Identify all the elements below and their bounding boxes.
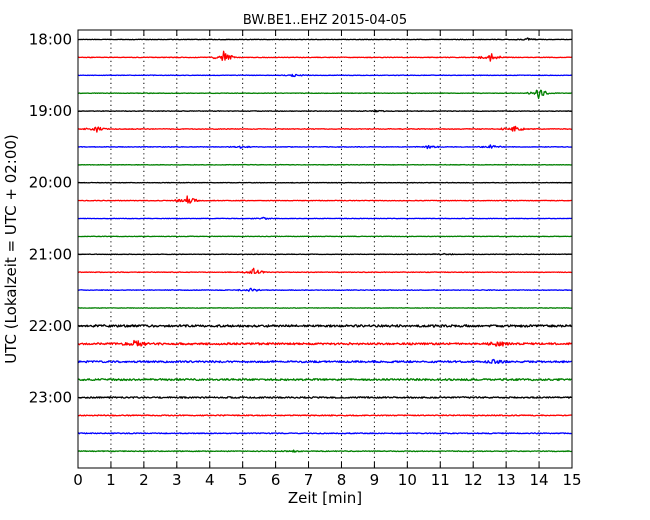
trace-group xyxy=(77,37,573,453)
y-axis: 18:00 19:00 20:00 21:00 22:00 23:00 xyxy=(29,31,572,407)
x-axis: 0 1 2 3 4 5 6 7 8 9 10 11 12 13 14 15 xyxy=(73,30,582,489)
x-tick-label: 4 xyxy=(205,471,215,489)
trace-line xyxy=(77,163,572,166)
x-tick-label: 12 xyxy=(464,471,483,489)
plot-frame xyxy=(77,29,573,469)
x-tick-label: 10 xyxy=(398,471,417,489)
x-tick-label: 6 xyxy=(271,471,281,489)
trace-line xyxy=(77,378,572,382)
x-tick-label: 15 xyxy=(562,471,581,489)
x-tick-label: 11 xyxy=(431,471,450,489)
y-tick-label: 20:00 xyxy=(29,174,72,192)
trace-line xyxy=(77,235,572,238)
x-tick-label: 13 xyxy=(497,471,516,489)
trace-line xyxy=(77,324,572,328)
x-tick-label: 3 xyxy=(172,471,182,489)
x-tick-label: 14 xyxy=(530,471,549,489)
x-tick-label: 5 xyxy=(238,471,248,489)
x-axis-label: Zeit [min] xyxy=(288,489,362,507)
trace-line xyxy=(77,144,572,150)
x-tick-label: 9 xyxy=(370,471,380,489)
trace-line xyxy=(77,89,572,100)
trace-line xyxy=(77,432,572,435)
trace-line xyxy=(77,307,572,309)
y-tick-label: 22:00 xyxy=(29,317,72,335)
trace-line xyxy=(77,109,572,113)
trace-line xyxy=(77,449,572,453)
x-tick-label: 8 xyxy=(337,471,347,489)
trace-line xyxy=(77,37,572,41)
trace-line xyxy=(77,195,572,204)
trace-line xyxy=(77,50,572,62)
trace-line xyxy=(77,181,572,184)
trace-line xyxy=(77,287,572,292)
trace-line xyxy=(77,216,572,220)
x-tick-label: 0 xyxy=(73,471,83,489)
x-tick-label: 1 xyxy=(106,471,116,489)
y-tick-label: 18:00 xyxy=(29,31,72,49)
y-axis-label: UTC (Lokalzeit = UTC + 02:00) xyxy=(2,134,20,364)
trace-line xyxy=(77,125,572,133)
trace-line xyxy=(77,396,572,399)
trace-line xyxy=(77,267,572,275)
trace-line xyxy=(78,73,572,78)
y-tick-label: 19:00 xyxy=(29,102,72,120)
x-tick-label: 7 xyxy=(304,471,314,489)
trace-line xyxy=(77,358,572,364)
trace-line xyxy=(77,252,572,256)
y-tick-label: 21:00 xyxy=(29,245,72,263)
y-tick-label: 23:00 xyxy=(29,389,72,407)
trace-line xyxy=(77,414,572,417)
trace-line xyxy=(77,339,573,347)
chart-title: BW.BE1..EHZ 2015-04-05 xyxy=(243,13,407,28)
x-tick-label: 2 xyxy=(139,471,149,489)
vertical-grid xyxy=(110,30,540,468)
